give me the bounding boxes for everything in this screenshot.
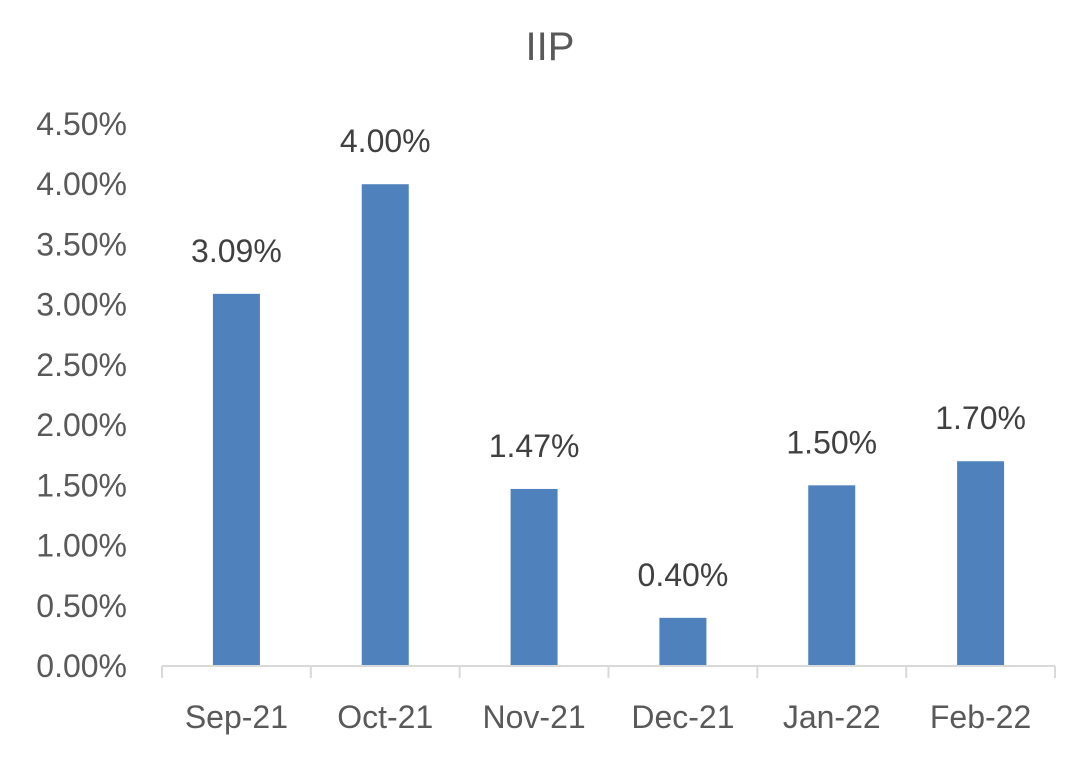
y-tick-label: 1.50% [36,467,127,503]
y-tick-label: 1.00% [36,528,127,564]
bar-jan-22 [808,485,856,666]
bar-nov-21 [510,488,558,666]
bar-sep-21 [212,293,260,666]
y-tick-label: 0.00% [36,648,127,684]
x-tick-label: Dec-21 [631,699,734,735]
y-tick-label: 3.50% [36,226,127,262]
data-label: 0.40% [638,557,729,593]
y-tick-label: 0.50% [36,588,127,624]
y-tick-label: 4.50% [36,106,127,142]
bar-feb-22 [957,461,1005,666]
y-tick-label: 3.00% [36,287,127,323]
bar-dec-21 [659,617,707,666]
x-axis [161,665,1056,678]
x-tick-label: Oct-21 [337,699,433,735]
y-tick-label: 2.00% [36,407,127,443]
data-label: 4.00% [340,123,431,159]
x-axis-labels: Sep-21 Oct-21 Nov-21 Dec-21 Jan-22 Feb-22 [185,699,1031,735]
x-tick-label: Sep-21 [185,699,288,735]
x-tick-label: Jan-22 [783,699,881,735]
x-tick-label: Nov-21 [483,699,586,735]
data-label: 1.47% [489,428,580,464]
data-labels: 3.09% 4.00% 1.47% 0.40% 1.50% 1.70% [191,123,1026,593]
bars [212,184,1005,666]
bar-oct-21 [361,184,409,666]
chart-title: IIP [526,25,575,69]
y-tick-label: 4.00% [36,166,127,202]
data-label: 1.50% [786,424,877,460]
y-tick-label: 2.50% [36,347,127,383]
x-tick-label: Feb-22 [930,699,1031,735]
data-label: 1.70% [935,400,1026,436]
data-label: 3.09% [191,233,282,269]
y-axis-labels: 0.00% 0.50% 1.00% 1.50% 2.00% 2.50% 3.00% 3.50%… [36,106,127,684]
